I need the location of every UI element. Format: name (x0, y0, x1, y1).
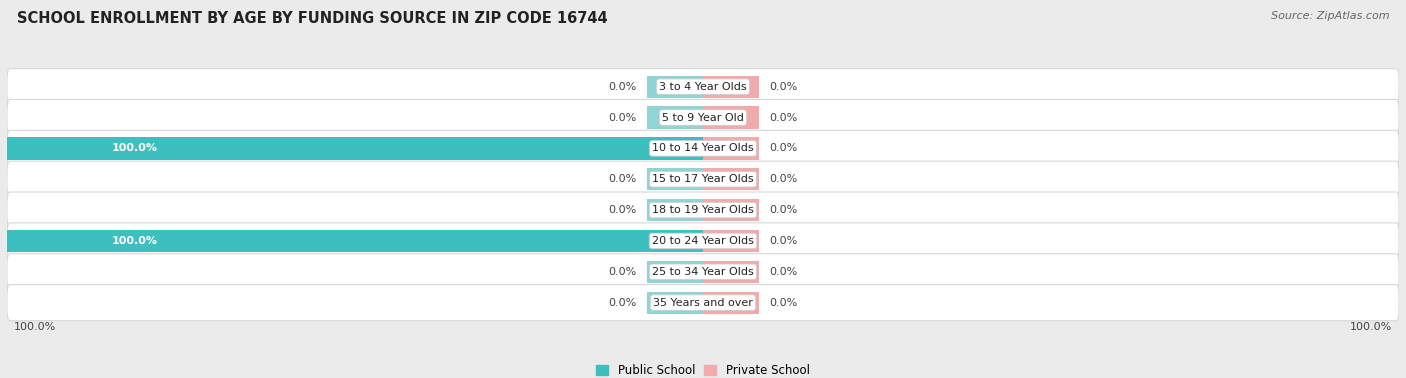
Bar (703, 199, 759, 221)
Bar (647, 199, 703, 221)
Text: 0.0%: 0.0% (609, 205, 637, 215)
Text: 3 to 4 Year Olds: 3 to 4 Year Olds (659, 82, 747, 92)
Text: 20 to 24 Year Olds: 20 to 24 Year Olds (652, 236, 754, 246)
Text: 0.0%: 0.0% (769, 113, 797, 122)
Text: 0.0%: 0.0% (609, 174, 637, 184)
Text: 0.0%: 0.0% (769, 236, 797, 246)
Text: 0.0%: 0.0% (769, 205, 797, 215)
Text: 35 Years and over: 35 Years and over (652, 297, 754, 308)
FancyBboxPatch shape (7, 223, 1399, 259)
FancyBboxPatch shape (7, 161, 1399, 197)
Text: 0.0%: 0.0% (609, 82, 637, 92)
Text: 10 to 14 Year Olds: 10 to 14 Year Olds (652, 143, 754, 153)
Text: 5 to 9 Year Old: 5 to 9 Year Old (662, 113, 744, 122)
Bar (647, 291, 703, 314)
Text: 0.0%: 0.0% (769, 143, 797, 153)
Bar (647, 261, 703, 283)
Text: 100.0%: 100.0% (1350, 322, 1392, 332)
Bar (703, 291, 759, 314)
Bar (703, 107, 759, 129)
Text: 0.0%: 0.0% (769, 174, 797, 184)
Bar (7, 137, 703, 160)
Text: 100.0%: 100.0% (14, 322, 56, 332)
Bar (703, 230, 759, 252)
Text: 0.0%: 0.0% (609, 267, 637, 277)
FancyBboxPatch shape (7, 69, 1399, 105)
Text: 0.0%: 0.0% (609, 297, 637, 308)
Bar (647, 168, 703, 191)
Bar (647, 76, 703, 98)
Text: 0.0%: 0.0% (769, 267, 797, 277)
Text: Source: ZipAtlas.com: Source: ZipAtlas.com (1271, 11, 1389, 21)
FancyBboxPatch shape (7, 254, 1399, 290)
Text: 0.0%: 0.0% (609, 113, 637, 122)
Text: 15 to 17 Year Olds: 15 to 17 Year Olds (652, 174, 754, 184)
Text: SCHOOL ENROLLMENT BY AGE BY FUNDING SOURCE IN ZIP CODE 16744: SCHOOL ENROLLMENT BY AGE BY FUNDING SOUR… (17, 11, 607, 26)
Bar (647, 107, 703, 129)
FancyBboxPatch shape (7, 130, 1399, 166)
Text: 100.0%: 100.0% (111, 143, 157, 153)
FancyBboxPatch shape (7, 192, 1399, 228)
Text: 0.0%: 0.0% (769, 297, 797, 308)
FancyBboxPatch shape (7, 285, 1399, 321)
Bar (7, 230, 703, 252)
FancyBboxPatch shape (7, 99, 1399, 136)
Text: 18 to 19 Year Olds: 18 to 19 Year Olds (652, 205, 754, 215)
Bar (703, 168, 759, 191)
Text: 0.0%: 0.0% (769, 82, 797, 92)
Bar (703, 137, 759, 160)
Text: 25 to 34 Year Olds: 25 to 34 Year Olds (652, 267, 754, 277)
Bar (703, 261, 759, 283)
Bar (703, 76, 759, 98)
Legend: Public School, Private School: Public School, Private School (592, 359, 814, 378)
Text: 100.0%: 100.0% (111, 236, 157, 246)
